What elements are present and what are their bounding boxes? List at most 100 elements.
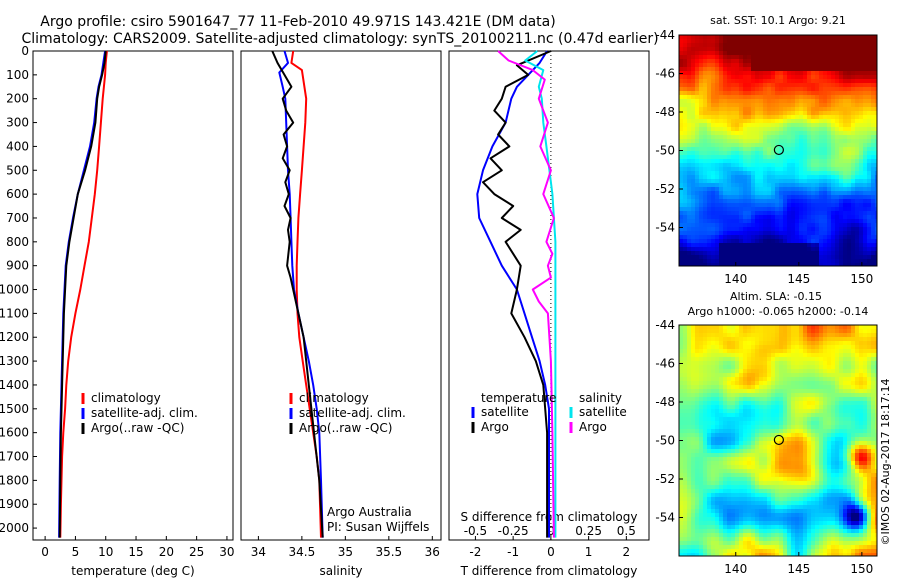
map-cell xyxy=(679,433,683,437)
map-cell xyxy=(855,227,859,231)
map-cell xyxy=(831,219,835,223)
map-cell xyxy=(795,199,799,203)
map-cell xyxy=(719,179,723,183)
map-cell xyxy=(795,139,799,143)
map-cell xyxy=(715,115,719,119)
map-cell xyxy=(775,429,779,433)
map-cell xyxy=(751,341,755,345)
map-cell xyxy=(863,59,867,63)
map-cell xyxy=(751,227,755,231)
map-cell xyxy=(743,187,747,191)
map-cell xyxy=(779,405,783,409)
map-cell xyxy=(859,155,863,159)
map-cell xyxy=(687,63,691,67)
map-cell xyxy=(739,365,743,369)
map-cell xyxy=(783,533,787,537)
map-cell xyxy=(723,155,727,159)
map-cell xyxy=(775,163,779,167)
map-cell xyxy=(691,433,695,437)
map-cell xyxy=(751,429,755,433)
map-cell xyxy=(719,99,723,103)
map-cell xyxy=(799,357,803,361)
map-cell xyxy=(763,361,767,365)
map-cell xyxy=(751,369,755,373)
map-cell xyxy=(763,115,767,119)
map-cell xyxy=(727,219,731,223)
map-cell xyxy=(851,39,855,43)
map-cell xyxy=(711,167,715,171)
map-cell xyxy=(843,143,847,147)
map-cell xyxy=(839,223,843,227)
map-cell xyxy=(763,151,767,155)
map-cell xyxy=(823,39,827,43)
map-cell xyxy=(687,345,691,349)
map-cell xyxy=(727,337,731,341)
map-cell xyxy=(747,75,751,79)
map-cell xyxy=(711,497,715,501)
map-cell xyxy=(711,91,715,95)
map-cell xyxy=(707,255,711,259)
map-cell xyxy=(727,541,731,545)
map-cell xyxy=(759,341,763,345)
map-cell xyxy=(775,457,779,461)
map-cell xyxy=(679,329,683,333)
map-cell xyxy=(815,103,819,107)
map-cell xyxy=(691,533,695,537)
map-cell xyxy=(811,107,815,111)
map-cell xyxy=(771,235,775,239)
map-cell xyxy=(775,79,779,83)
map-cell xyxy=(731,477,735,481)
map-cell xyxy=(803,493,807,497)
map-cell xyxy=(735,215,739,219)
map-cell xyxy=(867,235,871,239)
map-cell xyxy=(707,179,711,183)
map-cell xyxy=(695,341,699,345)
map-cell xyxy=(875,231,877,235)
map-cell xyxy=(691,537,695,541)
map-cell xyxy=(791,259,795,263)
map-cell xyxy=(851,171,855,175)
map-cell xyxy=(875,223,877,227)
map-cell xyxy=(839,107,843,111)
map-cell xyxy=(863,259,867,263)
map-cell xyxy=(795,549,799,553)
map-cell xyxy=(803,43,807,47)
map-cell xyxy=(735,247,739,251)
map-cell xyxy=(695,549,699,553)
map-cell xyxy=(827,107,831,111)
map-cell xyxy=(755,219,759,223)
map-x-tick-label: 145 xyxy=(787,272,810,286)
map-cell xyxy=(699,369,703,373)
map-cell xyxy=(875,47,877,51)
map-cell xyxy=(691,43,695,47)
map-cell xyxy=(875,107,877,111)
map-cell xyxy=(759,441,763,445)
map-cell xyxy=(727,513,731,517)
map-cell xyxy=(695,179,699,183)
map-cell xyxy=(823,67,827,71)
map-cell xyxy=(843,207,847,211)
map-cell xyxy=(819,171,823,175)
map-cell xyxy=(695,353,699,357)
map-cell xyxy=(827,147,831,151)
map-cell xyxy=(827,215,831,219)
map-cell xyxy=(863,99,867,103)
map-cell xyxy=(743,409,747,413)
map-cell xyxy=(719,453,723,457)
map-cell xyxy=(715,493,719,497)
map-cell xyxy=(819,255,823,259)
map-cell xyxy=(731,155,735,159)
map-cell xyxy=(739,183,743,187)
map-cell xyxy=(795,103,799,107)
map-cell xyxy=(843,79,847,83)
map-cell xyxy=(727,187,731,191)
map-cell xyxy=(831,107,835,111)
map-cell xyxy=(679,389,683,393)
map-cell xyxy=(687,219,691,223)
map-cell xyxy=(747,43,751,47)
map-cell xyxy=(711,87,715,91)
map-cell xyxy=(783,529,787,533)
map-cell xyxy=(799,235,803,239)
map-cell xyxy=(723,75,727,79)
map-cell xyxy=(783,143,787,147)
